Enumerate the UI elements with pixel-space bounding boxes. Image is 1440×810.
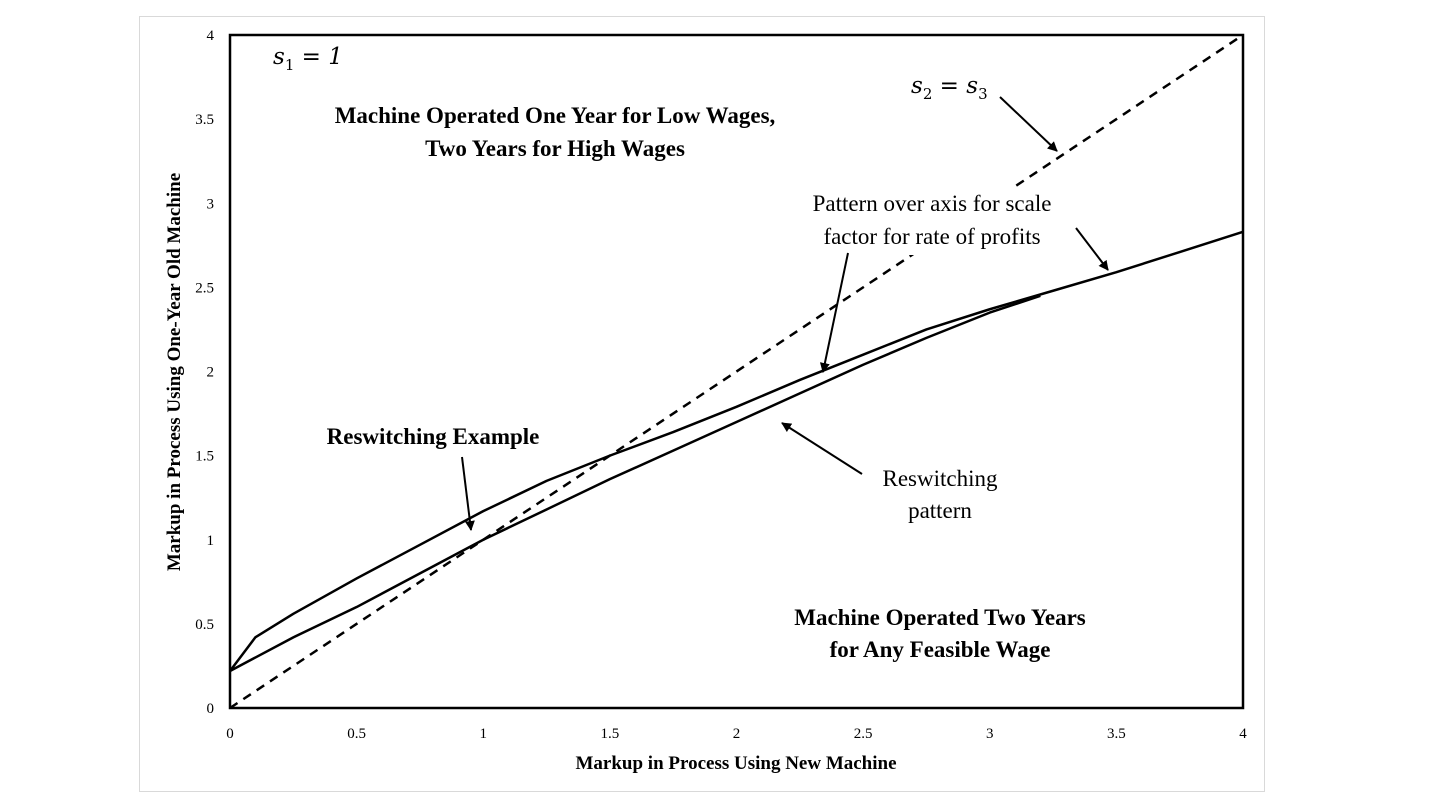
reswitching-pattern-line2: pattern: [908, 498, 972, 523]
series-line-1: [229, 230, 1244, 672]
pattern-label-backing: [785, 187, 1081, 255]
arrow-pattern-left: [819, 252, 849, 373]
y-tick-label: 0.5: [195, 617, 214, 633]
x-tick-labels: 0 0.5 1 1.5 2 2.5 3 3.5 4: [226, 726, 1247, 742]
x-tick-label: 0: [226, 726, 234, 742]
s2-equals-s3-label: s2 = s3: [911, 73, 988, 103]
y-tick-label: 4: [207, 28, 215, 44]
reswitching-pattern-line1: Reswitching: [883, 466, 998, 491]
x-tick-label: 1.5: [601, 726, 620, 742]
x-tick-label: 2: [733, 726, 741, 742]
chart-frame: [139, 16, 1265, 792]
pattern-label-line2: factor for rate of profits: [823, 224, 1040, 249]
s1-label: s1 = 1: [273, 44, 343, 74]
region-bottom-line2: for Any Feasible Wage: [830, 637, 1051, 662]
x-tick-label: 2.5: [854, 726, 873, 742]
y-tick-label: 1: [207, 533, 215, 549]
region-bottom-line1: Machine Operated Two Years: [794, 605, 1086, 630]
y-tick-label: 3.5: [195, 112, 214, 128]
region-top-line1: Machine Operated One Year for Low Wages,: [335, 103, 776, 128]
series-line-2: [229, 294, 1041, 673]
y-tick-label: 3: [207, 196, 215, 212]
series-layer: [229, 33, 1244, 710]
y-tick-label: 2.5: [195, 280, 214, 296]
y-tick-label: 1.5: [195, 449, 214, 465]
x-tick-label: 3: [986, 726, 994, 742]
x-axis-label: Markup in Process Using New Machine: [575, 753, 896, 774]
pattern-label-line1: Pattern over axis for scale: [813, 191, 1052, 216]
y-tick-labels: 0 0.5 1 1.5 2 2.5 3 3.5 4: [195, 28, 214, 717]
y-tick-label: 0: [207, 701, 215, 717]
region-top-line2: Two Years for High Wages: [425, 136, 685, 161]
y-tick-label: 2: [207, 365, 215, 381]
arrow-s2s3: [999, 96, 1058, 152]
x-tick-label: 1: [480, 726, 488, 742]
arrow-reswitching-pattern: [781, 422, 863, 475]
series-line-s2-equals-s3: [229, 33, 1244, 710]
arrow-reswitching-example: [461, 456, 475, 531]
y-axis-label: Markup in Process Using One-Year Old Mac…: [164, 173, 185, 571]
x-tick-label: 4: [1239, 726, 1247, 742]
x-tick-label: 0.5: [347, 726, 366, 742]
x-tick-label: 3.5: [1107, 726, 1126, 742]
plot-area-border: [228, 33, 1245, 710]
arrow-pattern-right: [1075, 227, 1109, 271]
reswitching-example-label: Reswitching Example: [327, 424, 540, 449]
